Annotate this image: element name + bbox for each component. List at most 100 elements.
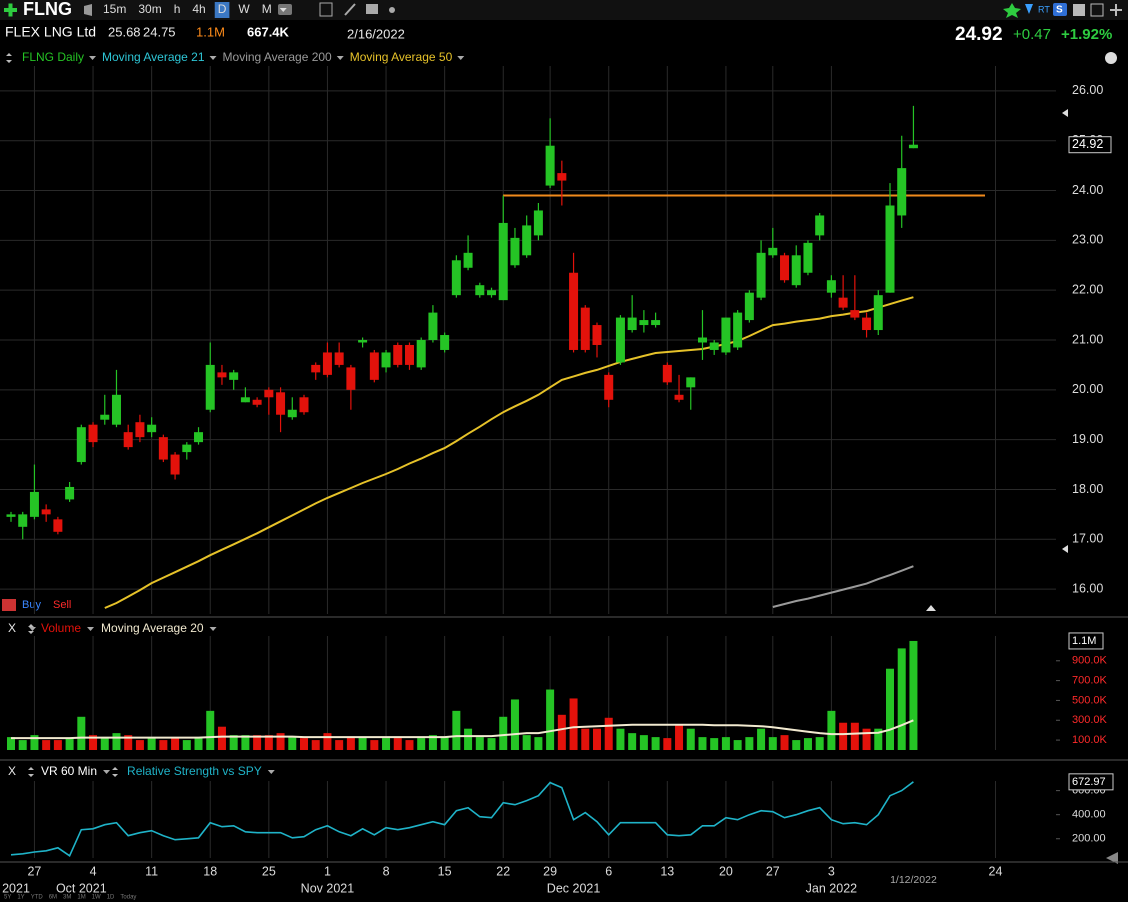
x-tick-label: 4 (90, 864, 97, 878)
move-arrows[interactable] (6, 53, 12, 63)
volume-bar (510, 699, 519, 750)
move-arrows[interactable] (28, 767, 34, 777)
interval-button[interactable]: M (262, 2, 272, 16)
candle-body (381, 352, 391, 368)
volume-bar (874, 728, 883, 750)
dropdown-arrow[interactable] (457, 56, 465, 60)
range-button[interactable]: 5Y (4, 895, 11, 901)
volume-bar (171, 738, 180, 750)
x-tick-label: 6 (605, 864, 612, 878)
s-badge[interactable] (1053, 3, 1067, 16)
window-icon[interactable] (1090, 3, 1104, 17)
scroll-arrow[interactable] (1106, 852, 1118, 864)
candle-body (815, 215, 825, 236)
buy-button[interactable]: Buy (22, 599, 41, 611)
dropdown-arrow[interactable] (89, 56, 97, 60)
interval-button[interactable]: W (238, 2, 250, 16)
interval-button[interactable]: 30m (138, 2, 161, 16)
range-button[interactable]: 1Y (17, 895, 24, 901)
candle-body (744, 292, 754, 321)
candle-body (217, 372, 227, 378)
add-icon[interactable] (4, 3, 17, 17)
share-icon[interactable] (389, 7, 395, 13)
volume-bar (827, 710, 836, 750)
legend-item[interactable]: Moving Average 21 (102, 50, 205, 64)
x-tick-label: 11 (145, 864, 158, 878)
interval-button[interactable]: 15m (103, 2, 126, 16)
draw-icon[interactable] (344, 3, 356, 16)
dropdown-arrow[interactable] (87, 627, 95, 631)
move-arrows[interactable] (28, 624, 34, 634)
x-tick-label: 8 (383, 864, 390, 878)
volume-bar (276, 733, 285, 750)
dropdown-arrow[interactable] (336, 56, 344, 60)
candle-body (604, 374, 614, 400)
range-button[interactable]: YTD (31, 895, 44, 901)
dropdown-arrow[interactable] (103, 770, 111, 774)
sound-icon[interactable] (84, 4, 92, 16)
volume-bar (182, 740, 191, 750)
range-button[interactable]: 6M (49, 895, 57, 901)
marker (1062, 109, 1068, 117)
y-tick-label: 16.00 (1072, 581, 1103, 595)
legend-item[interactable]: VR 60 Min (41, 764, 97, 778)
price-change: +0.47 (1013, 26, 1051, 43)
volume-bar (745, 737, 754, 750)
range-button[interactable]: Today (120, 895, 136, 901)
trade-icon[interactable] (2, 599, 16, 611)
volume-bar (487, 738, 496, 750)
dropdown-arrow[interactable] (279, 8, 287, 12)
interval-button[interactable]: D (218, 2, 227, 16)
y-tick-label: 700.0K (1072, 675, 1108, 687)
range-button[interactable]: 1D (107, 895, 115, 901)
sell-button[interactable]: Sell (53, 599, 71, 611)
y-tick-label: 300.0K (1072, 714, 1108, 726)
symbol[interactable]: FLNG (23, 0, 72, 19)
range-button[interactable]: 1W (92, 895, 101, 901)
candle-body (194, 432, 204, 443)
volume-bar (522, 735, 531, 750)
legend-item[interactable]: FLNG Daily (22, 50, 84, 64)
move-icon[interactable] (1110, 4, 1122, 16)
volume-bar (499, 716, 508, 750)
realtime-badge[interactable]: RT (1038, 4, 1050, 14)
flag-icon[interactable] (1025, 4, 1033, 14)
volume-bar (7, 737, 15, 750)
save-icon[interactable] (1073, 4, 1085, 16)
x-tick-label: 29 (543, 864, 557, 878)
close-button[interactable]: X (8, 621, 16, 635)
close-button[interactable]: X (8, 764, 16, 778)
star-icon[interactable] (1003, 3, 1021, 18)
interval-button[interactable]: 4h (192, 2, 205, 16)
volume-bar (112, 733, 121, 750)
x-tick-label: 3 (828, 864, 835, 878)
settings-icon[interactable] (1105, 52, 1117, 64)
table-icon[interactable] (319, 2, 333, 17)
candle-body (662, 364, 672, 383)
month-label: Nov 2021 (301, 881, 355, 895)
candle-body (498, 222, 508, 301)
dropdown-arrow[interactable] (209, 56, 217, 60)
candle-body (416, 340, 426, 368)
legend-item[interactable]: Moving Average 50 (350, 50, 453, 64)
moving-average-line (104, 296, 914, 609)
dropdown-arrow[interactable] (267, 770, 275, 774)
candle-body (111, 394, 121, 425)
candle-body (768, 247, 778, 256)
move-arrows[interactable] (112, 767, 119, 777)
range-button[interactable]: 1M (77, 895, 85, 901)
volume-bar (792, 740, 801, 750)
dropdown-arrow[interactable] (29, 627, 36, 631)
note-icon[interactable] (366, 4, 378, 14)
s-badge-text[interactable]: S (1056, 5, 1063, 16)
legend-item[interactable]: Volume (41, 621, 81, 635)
candle-body (862, 317, 872, 331)
legend-item[interactable]: Moving Average 200 (223, 50, 333, 64)
interval-button[interactable]: h (174, 2, 181, 16)
legend-item[interactable]: Moving Average 20 (101, 621, 204, 635)
range-button[interactable]: 3M (63, 895, 71, 901)
dropdown-arrow[interactable] (209, 627, 217, 631)
legend-item[interactable]: Relative Strength vs SPY (127, 764, 262, 778)
company-name: FLEX LNG Ltd (5, 24, 96, 40)
day-volume: 1.1M (196, 24, 225, 39)
